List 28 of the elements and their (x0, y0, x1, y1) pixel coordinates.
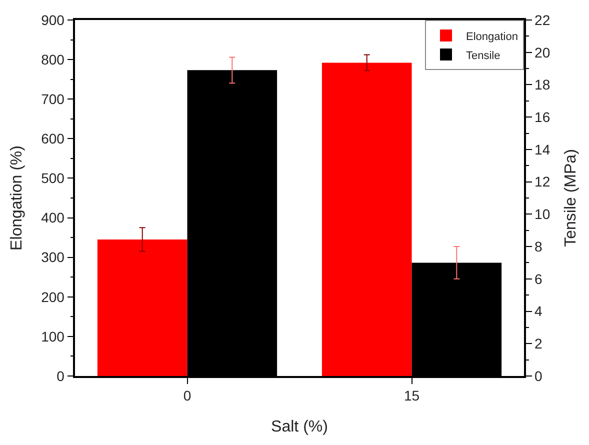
y2-tick-label: 18 (534, 76, 550, 93)
y-tick-label: 700 (41, 91, 65, 108)
y-tick-label: 200 (41, 288, 65, 305)
y2-tick-label: 14 (534, 141, 550, 158)
y-tick-label: 100 (41, 328, 65, 344)
y-tick-label: 500 (41, 170, 65, 186)
y-tick-label: 900 (41, 12, 65, 28)
x-axis-title: Salt (%) (271, 418, 328, 436)
y2-tick-label: 16 (534, 108, 550, 125)
y2-tick-label: 20 (534, 44, 550, 60)
legend-label: Elongation (466, 30, 518, 43)
y2-axis-title: Tensile (MPa) (562, 149, 580, 247)
y2-tick-label: 10 (534, 206, 550, 222)
y-axis-title: Elongation (%) (8, 146, 26, 250)
y-tick-label: 800 (41, 51, 65, 68)
y2-tick-label: 2 (534, 336, 543, 352)
x-tick-label: 15 (404, 388, 420, 404)
y2-tick-label: 4 (534, 303, 543, 320)
y2-tick-label: 8 (534, 238, 543, 254)
y2-tick-label: 22 (534, 12, 550, 28)
y2-tick-label: 12 (534, 174, 550, 190)
y2-tick-label: 0 (534, 368, 543, 384)
y-tick-label: 0 (56, 368, 65, 384)
y-tick-label: 600 (41, 130, 65, 147)
legend-label: Tensile (466, 50, 500, 62)
y-tick-label: 300 (41, 249, 65, 266)
y-tick-label: 400 (41, 210, 65, 226)
y2-tick-label: 6 (534, 270, 543, 287)
